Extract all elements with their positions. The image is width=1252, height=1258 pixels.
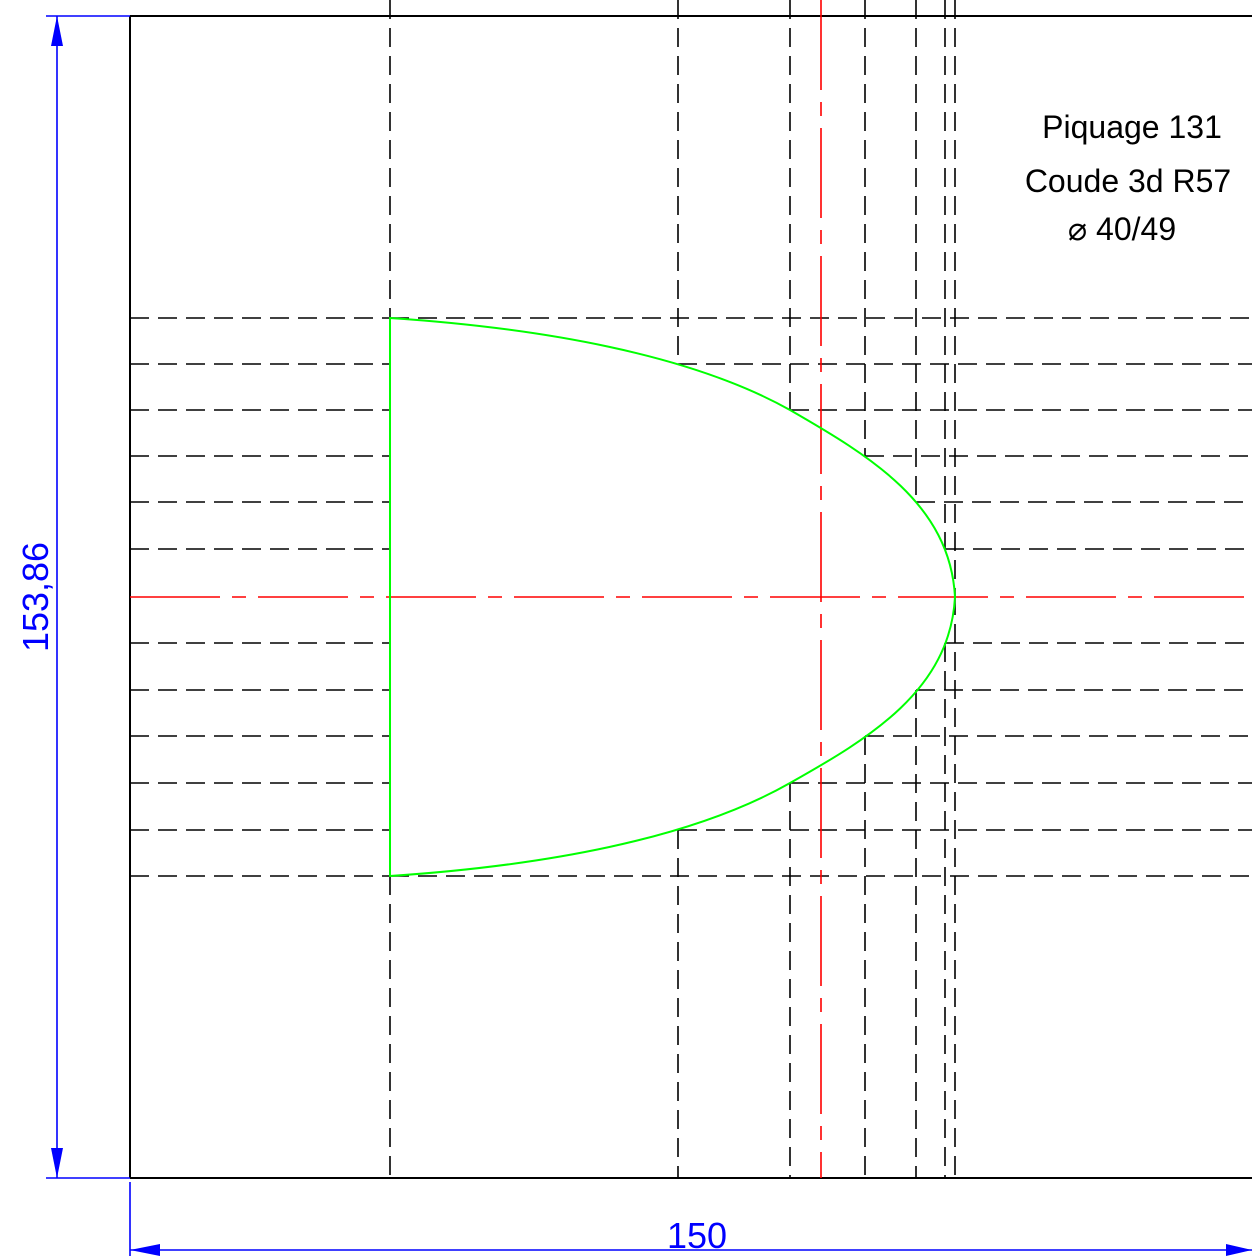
height-dimension: 153,86 — [15, 15, 130, 1179]
height-dimension-label: 153,86 — [15, 542, 56, 652]
width-dimension: 150 — [129, 1182, 1252, 1256]
vertical-guide-lines-bottom — [389, 596, 956, 1178]
annotation-block: Piquage 131 Coude 3d R57 ⌀ 40/49 — [1025, 109, 1231, 247]
arrowhead-right-icon — [1226, 1244, 1252, 1256]
note-piquage: Piquage 131 — [1042, 109, 1222, 145]
vertical-guide-lines-top — [389, 0, 956, 596]
development-profile-curve — [389, 316, 957, 878]
width-dimension-label: 150 — [667, 1215, 727, 1256]
horizontal-guide-lines-left — [130, 317, 390, 877]
center-axes — [130, 0, 1252, 1178]
arrowhead-down-icon — [51, 1148, 63, 1178]
arrowhead-left-icon — [130, 1244, 160, 1256]
note-coude: Coude 3d R57 — [1025, 163, 1231, 199]
arrowhead-up-icon — [51, 16, 63, 46]
note-diameter: ⌀ 40/49 — [1068, 211, 1176, 247]
